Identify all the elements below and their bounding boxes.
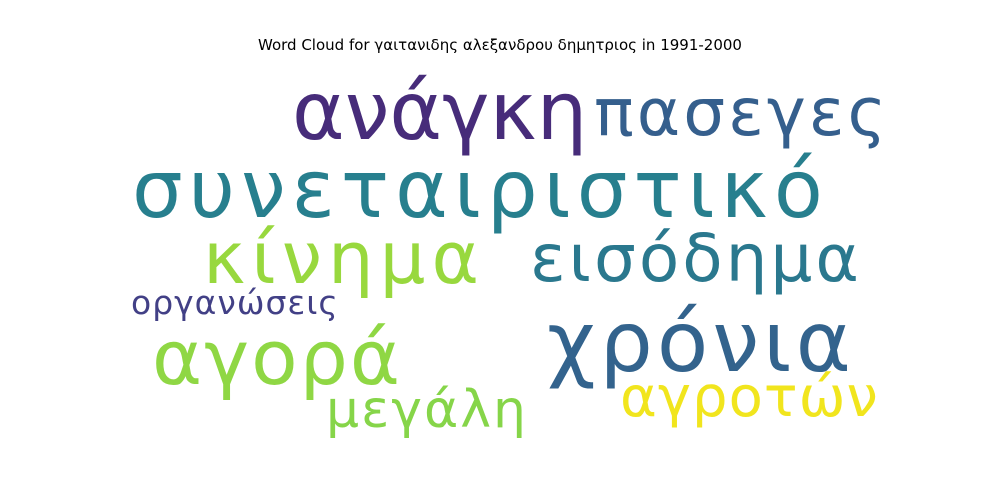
word-cloud-word: οργανώσεις <box>131 283 339 322</box>
word-cloud-word: κίνημα <box>203 216 485 300</box>
chart-title: Word Cloud for γαιτανιδης αλεξανδρου δημ… <box>258 36 742 54</box>
word-cloud-word: μεγάλη <box>326 380 528 440</box>
word-cloud-word: ανάγκη <box>292 65 588 158</box>
word-cloud-word: πασεγες <box>594 74 890 151</box>
word-cloud-word: εισόδημα <box>530 220 862 297</box>
word-cloud-word: αγροτών <box>620 365 879 430</box>
word-cloud-word: αγορά <box>152 313 402 402</box>
word-cloud-word: χρόνια <box>547 293 855 391</box>
word-cloud-word: συνεταιριστικό <box>132 143 829 236</box>
